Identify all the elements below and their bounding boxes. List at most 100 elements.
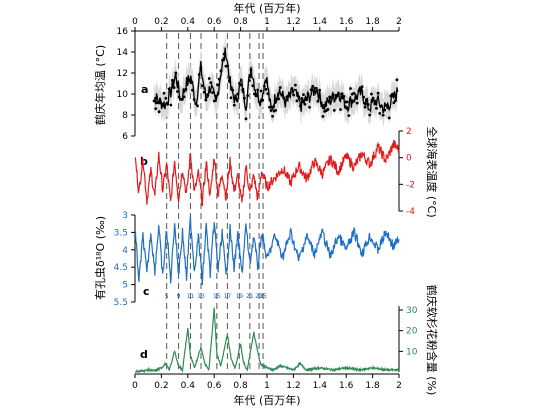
y-tick-label: 16 [117,27,129,37]
panel-a-point [268,105,271,109]
bottom-x-tick-label: 0.4 [181,381,196,391]
top-x-tick-label: 1.8 [365,17,380,27]
panel-a-y-ticks: 6 8 10 12 14 16 [117,27,135,142]
panel-a-point [339,108,342,111]
y-tick-label: 5 [122,281,128,291]
bottom-x-tick-label: 0.8 [233,381,248,391]
panel-a-point [292,93,296,97]
bottom-x-tick-label: 1.4 [313,381,328,391]
panel-a-point [232,103,236,107]
panel-a-point [256,88,260,92]
marker-tick-label: 15 [213,293,221,300]
panel-a-point [212,99,216,103]
y-tick-label: 20 [406,327,418,337]
panel-a-point [295,99,299,103]
bottom-axis-ticks: 0 0.2 0.4 0.6 0.8 1 1.2 1.4 1.6 1.8 2 [132,374,402,391]
marker-tick-label: 9 [177,293,181,300]
panel-a-point [392,101,396,105]
marker-tick-label: 5 [165,293,169,300]
panel-a-point [207,77,211,80]
panel-a-point [381,113,385,117]
top-x-tick-label: 1 [264,17,270,27]
panel-a-point [164,96,168,100]
y-tick-label: -4 [406,207,415,217]
panel-a-point [363,105,367,109]
top-x-tick-label: 0.6 [207,17,222,27]
top-x-tick-label: 1.6 [339,17,354,27]
panel-a-point [204,98,208,102]
y-tick-label: 6 [122,132,128,142]
panel-b: -4 -2 0 2 全球海表温度 (°C) b [134,126,439,218]
panel-b-letter: b [140,155,148,168]
panel-a-point [375,106,378,110]
y-tick-label: 30 [406,306,418,316]
marker-tick-label: 17 [224,293,232,300]
marker-tick-label: 21 [246,293,254,300]
panel-a-point [169,103,173,107]
panel-a-uncertainty-band [154,33,398,127]
marker-tick-label: 23 [255,293,263,300]
panel-a-point [314,86,318,90]
panel-c-series-line [134,216,400,286]
panel-a-point [264,87,268,91]
top-x-tick-label: 0 [132,17,138,27]
panel-a-point [211,91,214,94]
panel-a-point [308,105,311,109]
panel-c: 33.544.555.5 有孔虫δ¹⁸O (‰) c 5 9 11 13 15 17 19 2… [93,211,400,308]
marker-tick-label: 11 [187,293,195,300]
panel-d-y-ticks: 10 20 30 [399,306,418,357]
panel-a-point [345,100,349,104]
panel-a-point [349,87,352,90]
panel-a-point [274,108,278,112]
panel-a-ylabel: 鹤庆年均温 (°C) [93,45,107,125]
panel-a-point [395,78,399,82]
bottom-x-tick-label: 0 [132,381,138,391]
bottom-x-tick-label: 1.2 [286,381,300,391]
panel-a-point [378,111,382,115]
panel-a-point [244,117,248,121]
panel-a-point [302,93,305,97]
panel-b-ylabel: 全球海表温度 (°C) [425,126,439,217]
panel-b-series-line [134,139,400,207]
dashed-reference-lines [166,33,264,372]
panel-c-ylabel: 有孔虫δ¹⁸O (‰) [93,216,107,300]
bottom-axis-label: 年代 (百万年) [233,393,300,407]
panel-a-letter: a [141,83,148,96]
panel-a-point [347,114,351,117]
panel-a-point [352,91,356,95]
marker-tick-label: 19 [235,293,243,300]
top-x-tick-label: 0.4 [181,17,196,27]
panel-a-point [259,89,263,93]
y-tick-label: 3.5 [114,228,128,238]
panel-b-y-ticks: -4 -2 0 2 [399,127,415,217]
panel-a-point [229,96,233,100]
top-axis-ticks: 0 0.2 0.4 0.6 0.8 1 1.2 1.4 1.6 1.8 2 [132,17,402,31]
panel-a-point [332,108,336,112]
bottom-x-tick-label: 0.2 [154,381,168,391]
top-x-tick-label: 1.2 [286,17,300,27]
panel-a-point [370,92,373,96]
y-tick-label: 10 [117,90,129,100]
panel-a-point [293,83,297,87]
top-x-tick-label: 2 [396,17,402,27]
panel-c-y-ticks: 3 3.5 4 4.5 5 5.5 [114,211,135,308]
panel-a-point [216,83,219,87]
panel-d-letter: d [140,348,148,361]
panel-d-series-line [135,307,400,374]
y-tick-label: 4 [122,246,128,256]
panel-a-point [371,96,375,100]
panel-a-point [162,91,166,95]
panel-a-point [368,113,372,117]
y-tick-label: 14 [117,48,129,58]
panel-a-point [376,91,380,95]
panel-a-point [157,110,161,114]
panel-a-point [277,97,281,101]
panel-a-point [182,95,186,99]
panel-a-point [196,104,199,108]
bottom-x-tick-label: 1 [264,381,270,391]
top-x-tick-label: 1.4 [313,17,328,27]
bottom-x-tick-label: 1.6 [339,381,354,391]
